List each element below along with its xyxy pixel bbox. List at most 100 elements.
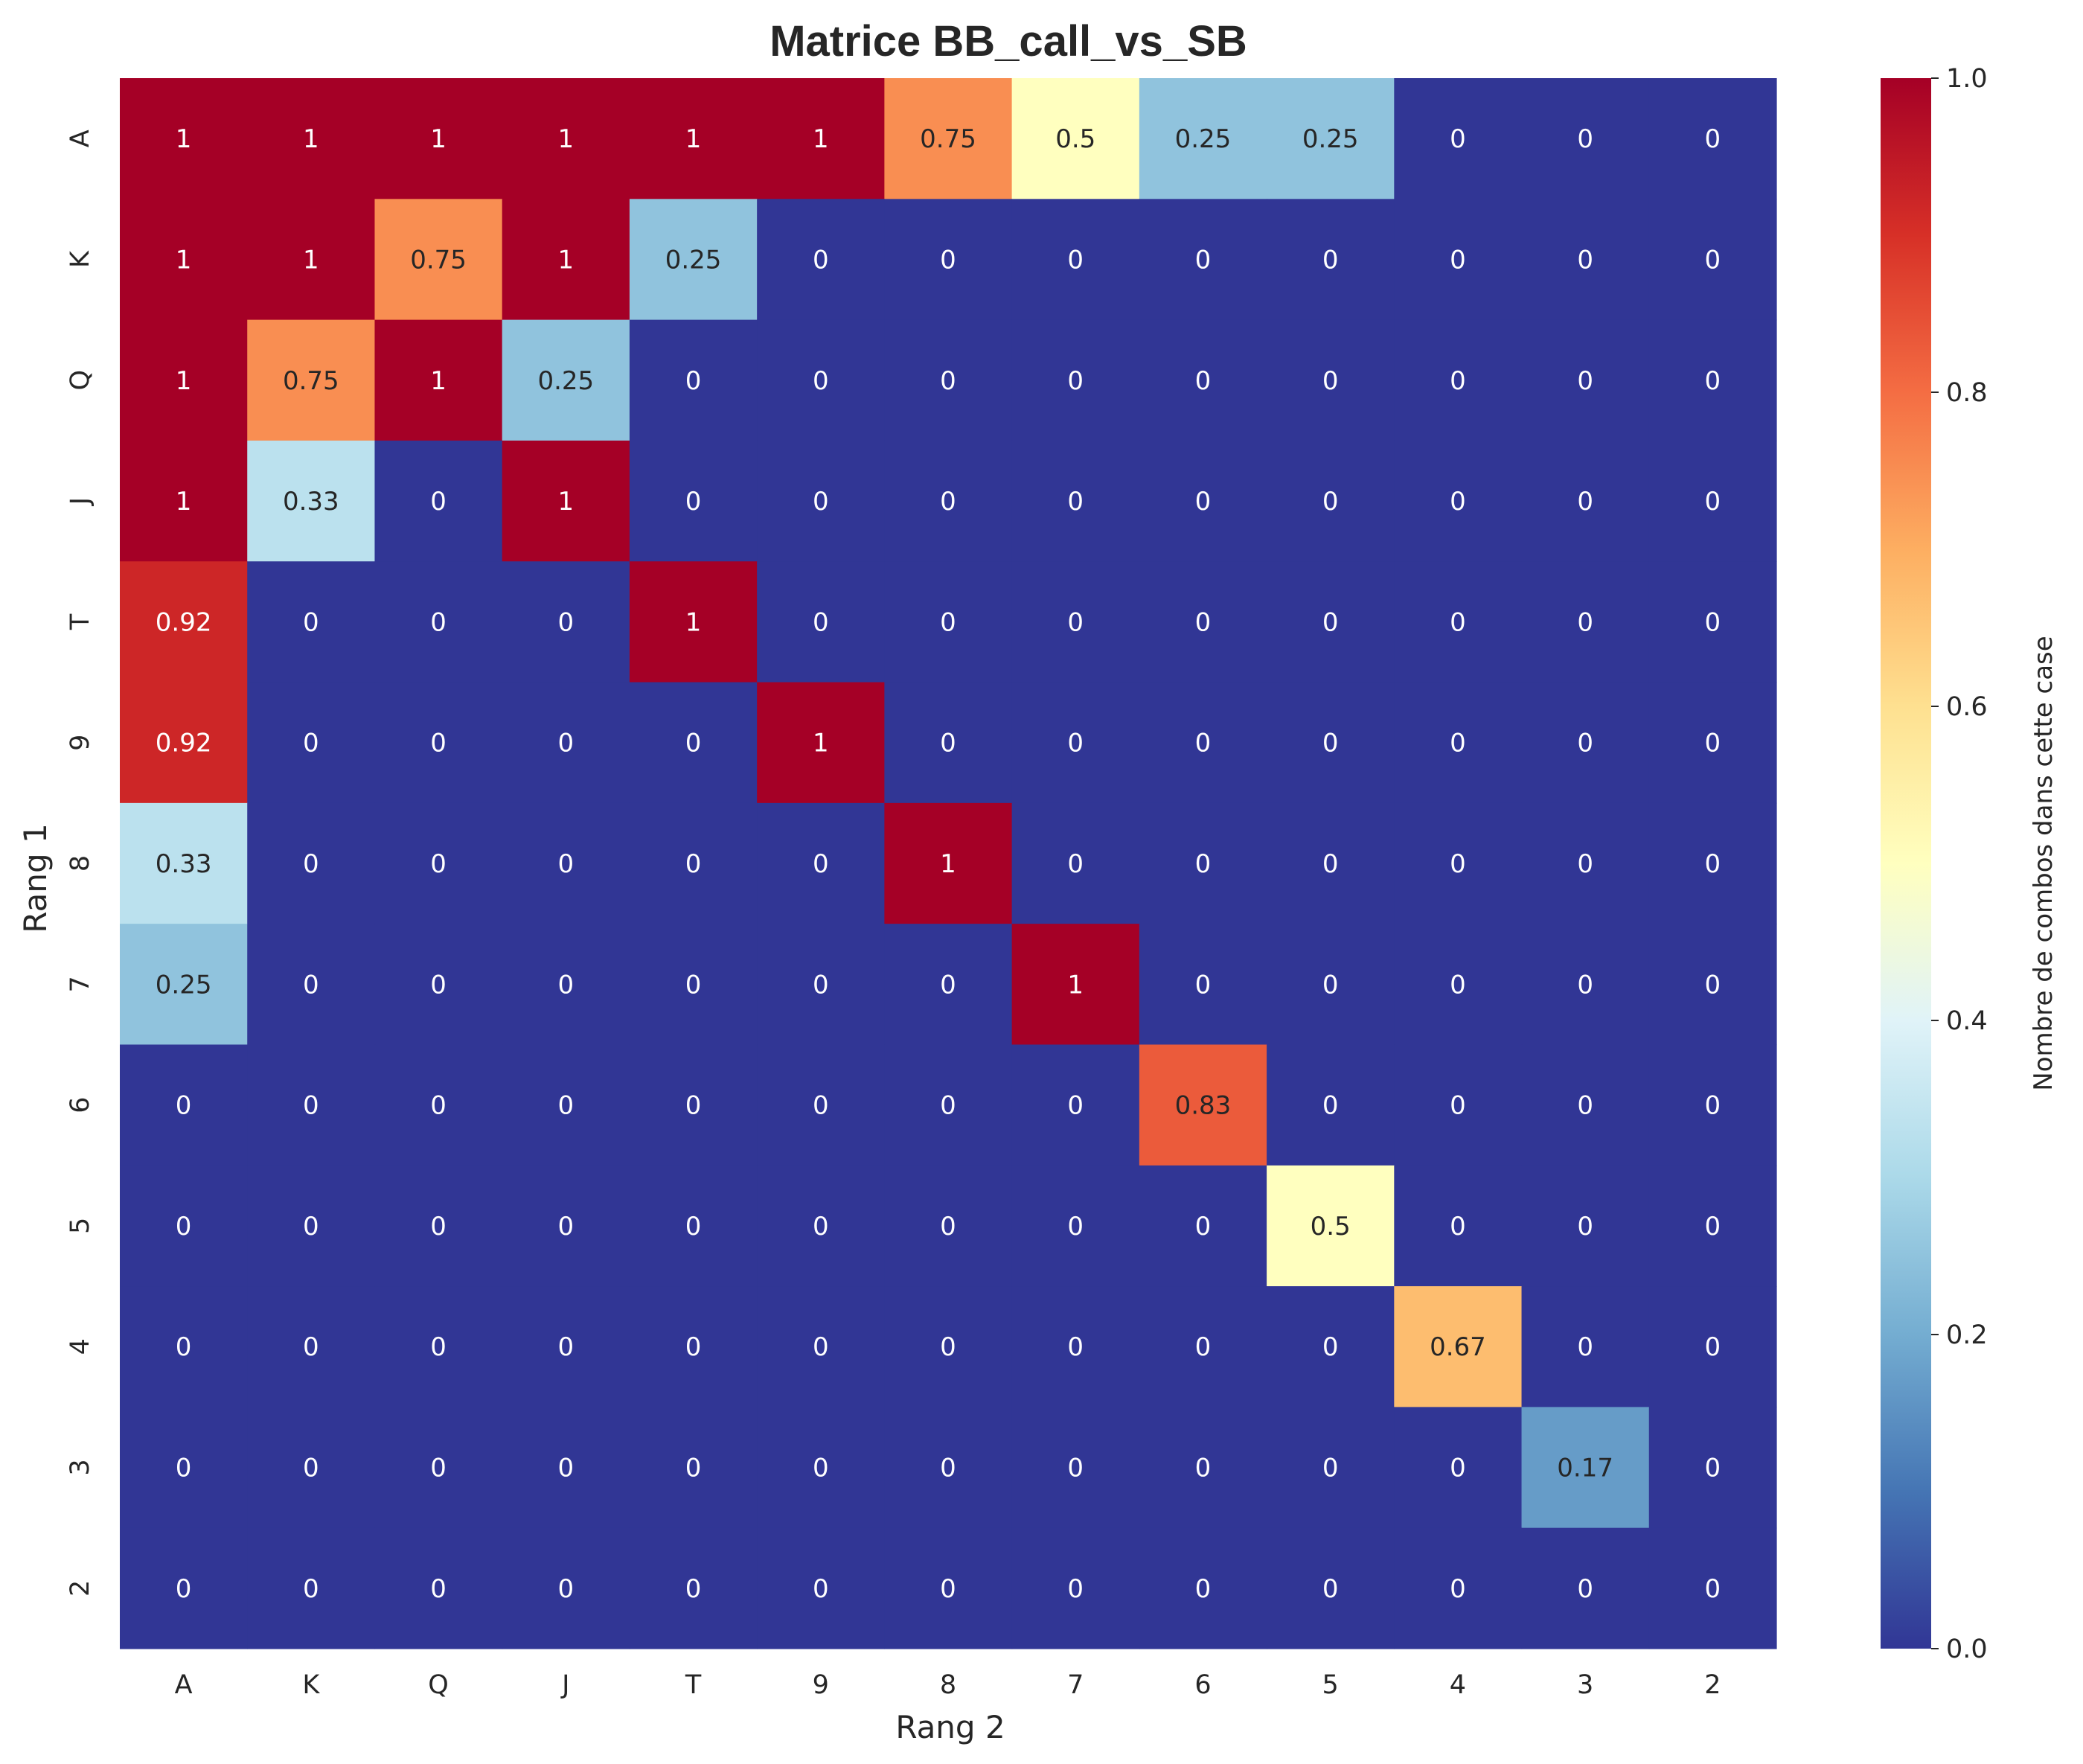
heatmap-cell [1267,561,1395,683]
heatmap-cell [120,802,248,924]
x-tick-label: 4 [1450,1670,1466,1700]
cell-value-label: 0 [430,970,447,1000]
x-tick-label: 7 [1067,1670,1084,1700]
heatmap-cell [1011,802,1140,924]
heatmap-cell [757,802,885,924]
x-tick-label: 5 [1322,1670,1339,1700]
cell-value-label: 0 [813,1574,829,1604]
cell-value-label: 0 [430,1091,447,1121]
y-tick-label: 4 [65,1338,95,1355]
cell-value-label: 0 [685,1091,702,1121]
heatmap-cell [1521,1527,1650,1649]
cell-value-label: 0 [940,1454,956,1483]
heatmap-cell [120,1527,248,1649]
cell-value-label: 0 [557,1212,574,1241]
heatmap-cell [1267,1044,1395,1166]
heatmap-cell [1521,682,1650,804]
heatmap-cell [1011,561,1140,683]
cell-value-label: 0.75 [283,366,339,396]
heatmap-cell [1394,1286,1523,1407]
heatmap-cell [1139,561,1267,683]
heatmap-cell [629,682,758,804]
cell-value-label: 0 [813,1091,829,1121]
cell-value-label: 0.75 [920,124,976,154]
heatmap-cell [629,319,758,441]
cell-value-label: 1 [303,124,319,154]
heatmap-cell [884,1165,1013,1287]
cell-value-label: 0 [685,366,702,396]
cell-value-label: 1 [685,607,702,637]
heatmap-cell [247,199,376,321]
heatmap-cell [1139,199,1267,321]
heatmap-cell [502,319,630,441]
cell-value-label: 0 [1450,1574,1466,1604]
x-axis-label: Rang 2 [895,1709,1005,1745]
heatmap-cell [1139,319,1267,441]
cell-value-label: 0 [1577,1574,1593,1604]
heatmap-cell [629,1165,758,1287]
cell-value-label: 0 [813,1332,829,1362]
cell-value-label: 0 [813,1454,829,1483]
cell-value-label: 0 [940,1574,956,1604]
cell-value-label: 0 [557,1574,574,1604]
heatmap-cell [1521,802,1650,924]
heatmap-cell [1648,1407,1777,1529]
heatmap-cell [374,682,503,804]
heatmap-cell [1394,1044,1523,1166]
heatmap-cell [1521,440,1650,562]
cell-value-label: 0 [430,729,447,758]
cell-value-label: 0.83 [1175,1091,1232,1121]
heatmap-cell [502,1044,630,1166]
cell-value-label: 0 [940,366,956,396]
x-tick-label: 2 [1704,1670,1721,1700]
y-tick-label: 7 [65,976,95,992]
heatmap-cell [1648,440,1777,562]
heatmap-cell [1394,924,1523,1046]
heatmap-cell [1267,1527,1395,1649]
heatmap-cell [247,924,376,1046]
heatmap-cell [502,1286,630,1407]
cell-value-label: 0 [1705,729,1721,758]
heatmap-cell [1139,78,1267,199]
cell-value-label: 0 [813,1212,829,1241]
cell-value-label: 1 [813,124,829,154]
heatmap-cell [1139,1407,1267,1529]
heatmap-cell [1267,802,1395,924]
heatmap-cell [374,78,503,199]
cell-value-label: 0 [557,1454,574,1483]
heatmap-cell [1267,1286,1395,1407]
heatmap-cell [1521,78,1650,199]
cell-value-label: 0 [1705,124,1721,154]
cell-value-label: 0 [1705,487,1721,517]
heatmap-cell [247,1527,376,1649]
cell-value-label: 0 [685,970,702,1000]
cell-value-label: 0 [1705,1454,1721,1483]
cell-value-label: 0 [430,607,447,637]
cell-value-label: 0 [1067,1212,1084,1241]
heatmap-cell [629,561,758,683]
heatmap-cell [120,924,248,1046]
y-tick-label: A [65,130,95,147]
heatmap-cell [1139,682,1267,804]
y-tick-label: 6 [65,1096,95,1113]
heatmap-cell [502,802,630,924]
colorbar-tick-label: 0.6 [1946,692,1988,722]
x-axis-ticks: A K Q J T 9 8 7 6 5 4 3 2 [175,1670,1721,1700]
cell-value-label: 0 [303,1212,319,1241]
cell-value-label: 0 [685,1212,702,1241]
heatmap-cell [1139,1165,1267,1287]
cell-value-label: 0 [1322,1454,1339,1483]
heatmap-cell [374,1286,503,1407]
cell-value-label: 0 [1067,487,1084,517]
cell-value-label: 0 [430,849,447,879]
cell-value-label: 0 [685,729,702,758]
heatmap-cell [1648,78,1777,199]
heatmap-cell [1648,682,1777,804]
heatmap-cell [1648,924,1777,1046]
cell-value-label: 0 [1577,1332,1593,1362]
cell-value-label: 0 [1577,729,1593,758]
heatmap-cell [757,682,885,804]
heatmap-cell [247,1286,376,1407]
heatmap-cell [1521,1407,1650,1529]
cell-value-label: 0.25 [537,366,594,396]
